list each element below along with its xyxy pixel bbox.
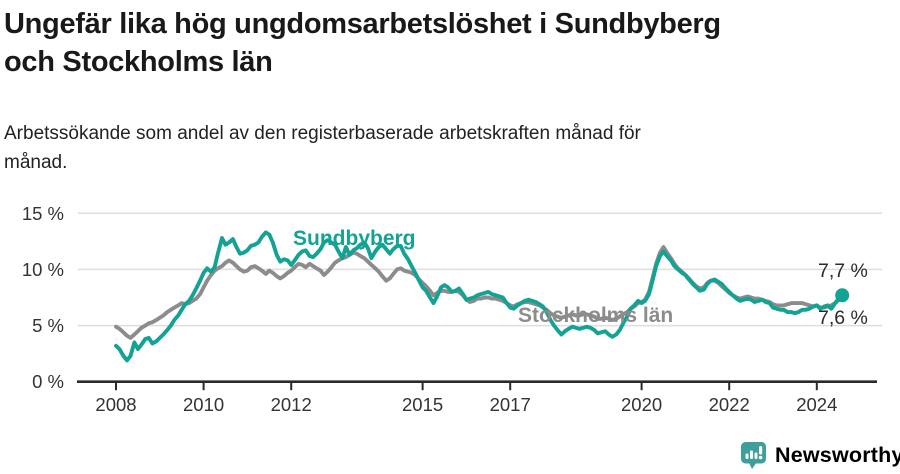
series-label-sundbyberg: Sundbyberg — [293, 227, 416, 250]
logo-bar-2 — [750, 450, 753, 459]
gridlines — [78, 212, 882, 327]
page-title-line1: Ungefär lika hög ungdomsarbetslöshet i S… — [4, 8, 721, 40]
chart-subtitle-line2: månad. — [4, 152, 68, 173]
series-label-stockholms-lan: Stockholms län — [518, 304, 673, 327]
y-tick-label: 15 % — [22, 203, 64, 224]
logo-bar-3 — [754, 452, 758, 459]
y-tick-label: 10 % — [22, 259, 64, 280]
page-title-line2: och Stockholms län — [4, 46, 273, 78]
series-lines — [114, 230, 850, 363]
chart-subtitle: Arbetssökande som andel av den registerb… — [4, 119, 844, 177]
end-value-label-sundbyberg: 7,7 % — [818, 260, 868, 282]
x-tick-label: 2008 — [95, 394, 136, 415]
y-tick-label: 0 % — [32, 371, 64, 392]
x-tick-label: 2022 — [709, 394, 750, 415]
series-line-0 — [114, 230, 845, 363]
x-tick-label: 2020 — [621, 394, 662, 415]
newsworthy-logo[interactable]: Newsworthy — [740, 441, 900, 470]
page-title: Ungefär lika hög ungdomsarbetslöshet i S… — [4, 5, 894, 81]
x-tick-label: 2017 — [490, 394, 531, 415]
newsworthy-logo-icon — [741, 442, 766, 469]
series-end-dot — [835, 288, 850, 303]
y-tick-label: 5 % — [32, 315, 64, 336]
chart-subtitle-line1: Arbetssökande som andel av den registerb… — [4, 123, 641, 144]
x-tick-label: 2024 — [796, 394, 837, 415]
logo-exclamation-icon — [759, 446, 763, 455]
x-tick-label: 2015 — [402, 394, 443, 415]
end-value-label-stockholms-lan: 7,6 % — [818, 307, 868, 329]
newsworthy-logo-text: Newsworthy — [775, 443, 900, 467]
x-tick-label: 2010 — [183, 394, 224, 415]
x-tick-label: 2012 — [271, 394, 312, 415]
series-line-1 — [114, 245, 845, 340]
axis-ticks — [115, 381, 818, 391]
axis-tick-labels: 2008 2010 2012 2015 2017 2020 2022 2024 0 % 5 % 10… — [22, 203, 838, 415]
logo-bar-1 — [745, 453, 749, 459]
